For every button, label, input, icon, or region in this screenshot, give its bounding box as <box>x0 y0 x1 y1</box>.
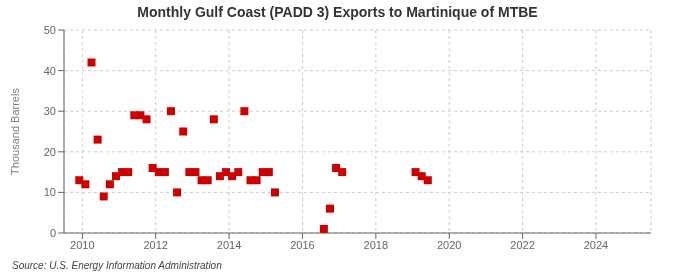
svg-text:40: 40 <box>44 65 56 77</box>
svg-text:2016: 2016 <box>290 239 314 251</box>
svg-text:50: 50 <box>44 24 56 36</box>
svg-text:0: 0 <box>50 227 56 239</box>
svg-text:2024: 2024 <box>584 239 608 251</box>
svg-text:2010: 2010 <box>70 239 94 251</box>
html-text:Monthly Gulf Coast (PADD 3) Ex: Monthly Gulf Coast (PADD 3) Exports to M… <box>137 4 538 20</box>
html-text:Source: U.S. Energy Informatio: Source: U.S. Energy Information Administ… <box>12 260 222 271</box>
svg-text:10: 10 <box>44 186 56 198</box>
svg-text:2012: 2012 <box>143 239 167 251</box>
svg-text:20: 20 <box>44 146 56 158</box>
svg-text:2014: 2014 <box>217 239 241 251</box>
svg-text:Thousand Barrels: Thousand Barrels <box>9 88 21 175</box>
svg-text:2020: 2020 <box>437 239 461 251</box>
svg-text:30: 30 <box>44 105 56 117</box>
svg-text:2022: 2022 <box>510 239 534 251</box>
svg-text:2018: 2018 <box>364 239 388 251</box>
